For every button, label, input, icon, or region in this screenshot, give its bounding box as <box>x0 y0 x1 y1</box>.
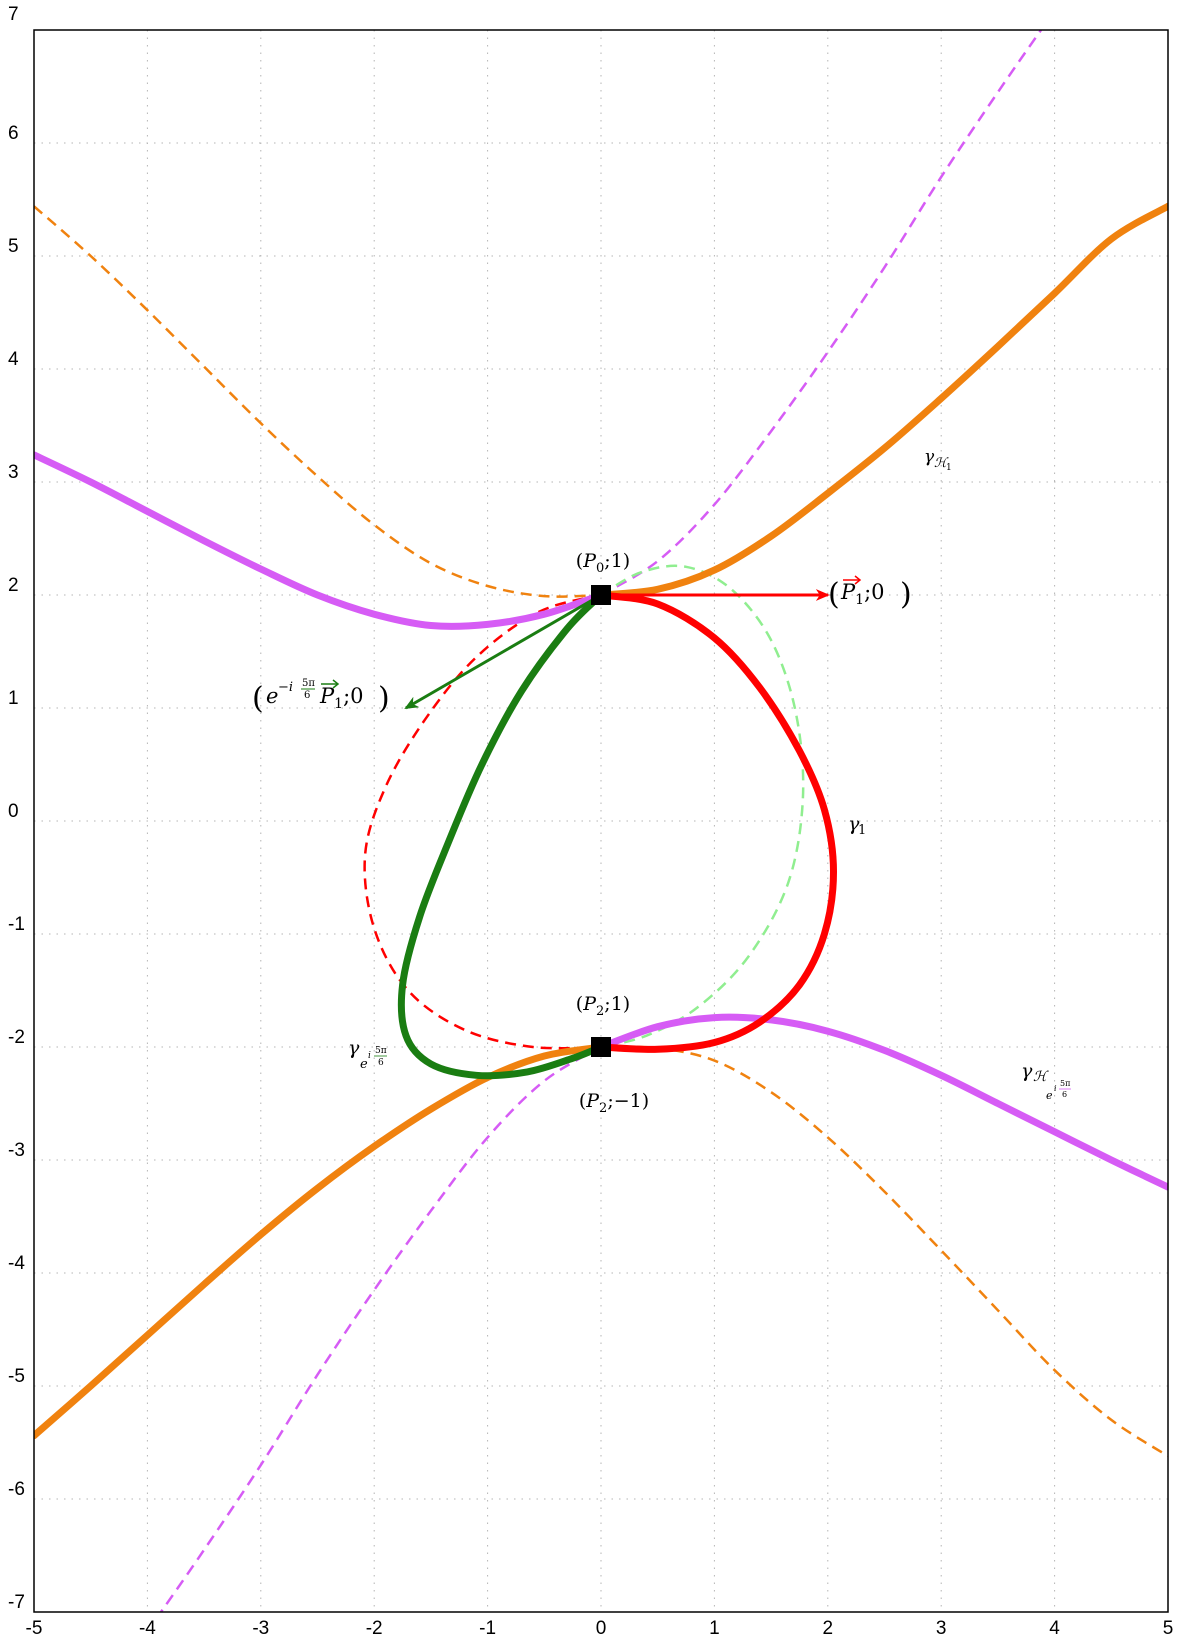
y-tick-label: 2 <box>8 575 19 596</box>
gamma-e-label: γ e i 5π 6 <box>348 1037 387 1072</box>
y-tick-label: 4 <box>8 349 19 370</box>
svg-text:e: e <box>360 1057 368 1072</box>
x-tick-label: 0 <box>596 1618 607 1639</box>
x-tick-label: 4 <box>1049 1618 1060 1639</box>
x-tick-label: -5 <box>26 1618 43 1639</box>
y-tick-label: -4 <box>8 1253 25 1274</box>
curves <box>34 30 1168 1612</box>
curve-gamma-He-upper <box>34 451 605 630</box>
y-tick-label: -3 <box>8 1140 25 1161</box>
svg-text:i: i <box>1054 1084 1057 1093</box>
svg-text:γ: γ <box>348 1037 360 1059</box>
svg-text:5π: 5π <box>1060 1079 1070 1088</box>
gamma-He-label: γ ℋ e i 5π 6 <box>1021 1060 1071 1102</box>
svg-text:i: i <box>368 1051 371 1061</box>
curve-gamma-e-dashed <box>600 564 805 1049</box>
axis-ticks: -5 -4 -3 -2 -1 0 1 2 3 4 5 -7 -6 -5 -4 -3 -2 -1 0 1 2 3 4 5 6 7 <box>8 4 1173 1639</box>
grid <box>34 30 1168 1612</box>
svg-text:e: e <box>1046 1089 1053 1102</box>
y-tick-label: -1 <box>8 914 25 935</box>
svg-text:5π: 5π <box>302 678 315 689</box>
y-tick-label: -2 <box>8 1027 25 1048</box>
y-tick-label: -7 <box>8 1592 25 1613</box>
x-tick-label: -3 <box>252 1618 269 1639</box>
point-P0 <box>591 585 611 605</box>
red-vector-label: ( P1;0 ) <box>828 575 912 612</box>
svg-text:): ) <box>378 681 390 716</box>
curve-gamma-He-dashed-lower <box>159 1045 602 1612</box>
y-tick-label: 0 <box>8 801 19 822</box>
x-tick-label: 2 <box>823 1618 834 1639</box>
x-tick-label: 1 <box>709 1618 720 1639</box>
curve-gamma-1 <box>597 591 837 1053</box>
x-tick-label: 5 <box>1163 1618 1174 1639</box>
svg-text:6: 6 <box>304 690 310 701</box>
points <box>591 585 611 1057</box>
svg-text:γ: γ <box>1021 1060 1033 1082</box>
vector-tangent-green <box>404 593 602 710</box>
svg-text:γ: γ <box>924 447 935 467</box>
x-tick-label: 3 <box>936 1618 947 1639</box>
svg-text:): ) <box>900 577 912 612</box>
curve-gamma-H1 <box>597 202 1168 599</box>
svg-text:−i: −i <box>278 680 293 695</box>
svg-text:1: 1 <box>946 463 952 473</box>
y-tick-label: -6 <box>8 1479 25 1500</box>
P0-label: (P0;1) <box>576 550 630 576</box>
curve-gamma-1-dashed <box>363 593 602 1050</box>
green-vector-label: ( e −i 5π 6 P1;0 ) <box>252 678 390 716</box>
gamma-1-label: γ 1 <box>848 813 866 838</box>
svg-text:γ: γ <box>848 813 860 835</box>
curve-gamma-H1-dashed-upper-left <box>34 205 602 598</box>
point-P2 <box>591 1037 611 1057</box>
y-tick-label: 7 <box>8 4 19 25</box>
svg-text:(: ( <box>828 577 840 612</box>
y-tick-label: 1 <box>8 688 19 709</box>
svg-text:ℋ: ℋ <box>1033 1069 1049 1085</box>
svg-text:e: e <box>266 684 278 708</box>
y-tick-label: -5 <box>8 1366 25 1387</box>
y-tick-label: 6 <box>8 123 19 144</box>
svg-text:6: 6 <box>378 1058 384 1068</box>
x-tick-label: -1 <box>479 1618 496 1639</box>
gamma-H1-label: γ ℋ 1 <box>924 447 952 473</box>
curve-gamma-He-dashed-upper <box>600 30 1043 597</box>
x-tick-label: -2 <box>366 1618 383 1639</box>
curve-gamma-e <box>397 591 605 1080</box>
svg-text:(: ( <box>252 681 264 716</box>
curve-gamma-H1-dashed-lower-right <box>600 1045 1168 1458</box>
plot-frame <box>33 29 1169 1613</box>
svg-text:1: 1 <box>858 823 866 838</box>
svg-text:ℋ: ℋ <box>934 456 949 471</box>
svg-text:5π: 5π <box>375 1046 387 1056</box>
y-tick-label: 5 <box>8 236 19 257</box>
y-tick-label: 3 <box>8 462 19 483</box>
x-tick-label: -4 <box>139 1618 156 1639</box>
curve-gamma-He-lower <box>597 1013 1168 1191</box>
svg-text:P1;0: P1;0 <box>840 580 885 608</box>
svg-text:6: 6 <box>1062 1090 1067 1099</box>
vectors <box>404 589 830 710</box>
P2-label-bottom: (P2;−1) <box>579 1090 649 1116</box>
svg-text:P1;0: P1;0 <box>319 684 364 712</box>
